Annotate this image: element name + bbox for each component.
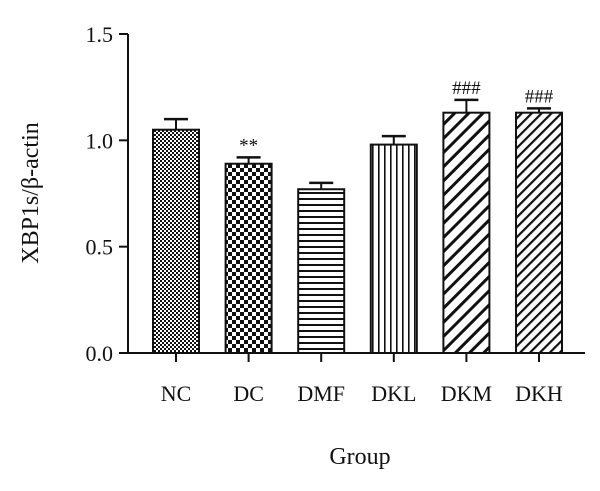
category-label: DKL bbox=[371, 381, 416, 406]
y-tick-label: 1.0 bbox=[86, 128, 114, 153]
y-axis-title: XBP1s/β-actin bbox=[18, 122, 44, 264]
category-label: DC bbox=[233, 381, 264, 406]
significance-label: ### bbox=[525, 86, 554, 107]
significance-label: ### bbox=[452, 78, 481, 99]
y-tick-label: 0.0 bbox=[86, 341, 114, 366]
bar-dmf bbox=[297, 188, 346, 354]
y-axis: 0.0 0.5 1.0 1.5 bbox=[86, 22, 129, 366]
significance-label: ** bbox=[239, 135, 258, 156]
x-axis-title: Group bbox=[329, 444, 390, 470]
category-label: DMF bbox=[297, 381, 345, 406]
x-axis: NC DC DMF DKL DKM DKH bbox=[128, 352, 585, 406]
bar-dkl bbox=[369, 143, 418, 354]
y-tick-label: 0.5 bbox=[86, 235, 114, 260]
bar-dc bbox=[224, 162, 273, 354]
y-tick-label: 1.5 bbox=[86, 22, 114, 47]
category-label: NC bbox=[161, 381, 192, 406]
category-label: DKM bbox=[441, 381, 492, 406]
bars: ** ### ### bbox=[152, 78, 563, 355]
bar-dkm bbox=[442, 111, 491, 355]
bar-nc bbox=[152, 128, 200, 354]
bar-dkh bbox=[515, 111, 563, 355]
category-label: DKH bbox=[515, 381, 563, 406]
